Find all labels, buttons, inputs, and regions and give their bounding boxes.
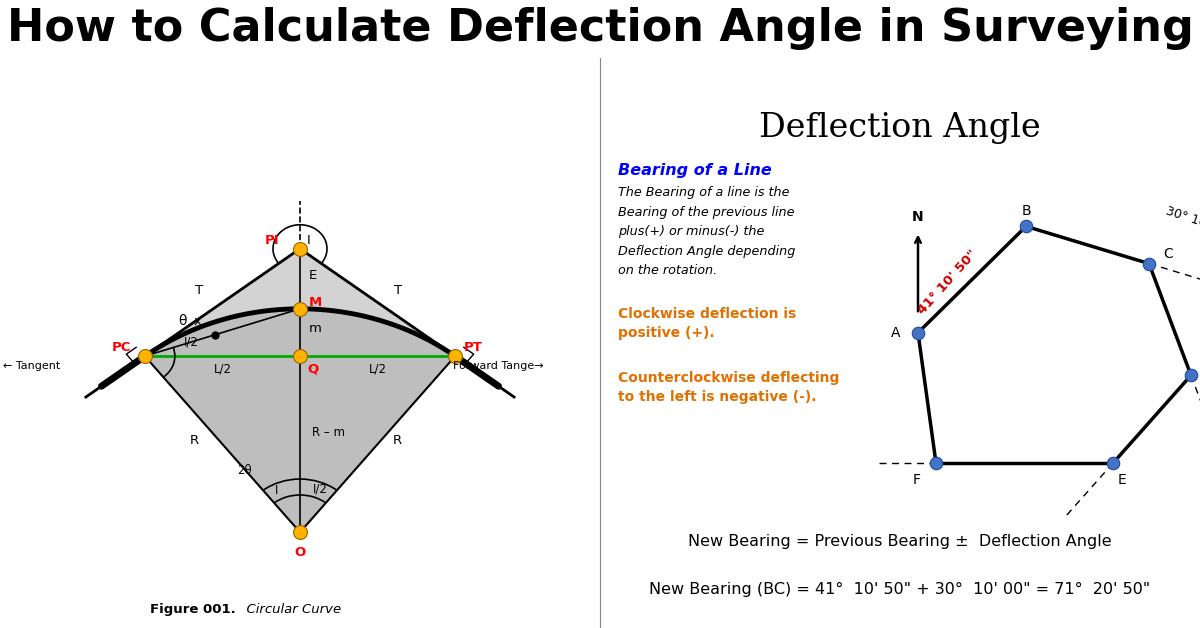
Text: T: T	[196, 284, 204, 298]
Text: R: R	[392, 434, 402, 447]
Text: Clockwise deflection is
positive (+).: Clockwise deflection is positive (+).	[618, 307, 797, 340]
Text: Deflection Angle Formula | Methods of  Setting Out of Curve by DA | Measurement: Deflection Angle Formula | Methods of Se…	[214, 68, 986, 86]
Text: L/2: L/2	[214, 362, 232, 375]
Text: L/2: L/2	[368, 362, 386, 375]
Text: m: m	[310, 323, 322, 335]
Text: C: C	[1163, 247, 1174, 261]
Text: N: N	[912, 210, 924, 224]
Text: I/2: I/2	[184, 335, 199, 349]
Text: PC: PC	[112, 341, 131, 354]
Text: The Bearing of a line is the
Bearing of the previous line
plus(+) or minus(-) th: The Bearing of a line is the Bearing of …	[618, 186, 796, 277]
Text: 41° 10' 50": 41° 10' 50"	[916, 247, 980, 317]
Text: Q: Q	[307, 362, 318, 375]
Text: E: E	[310, 269, 317, 282]
Text: Bearing of a Line: Bearing of a Line	[618, 163, 772, 178]
Text: Deflection Angle: Deflection Angle	[760, 112, 1040, 144]
Text: Figure 001.: Figure 001.	[150, 603, 235, 616]
Text: M: M	[310, 296, 323, 309]
Text: How to Calculate Deflection Angle in Surveying: How to Calculate Deflection Angle in Sur…	[6, 8, 1194, 50]
Text: T: T	[395, 284, 402, 298]
Text: New Bearing = Previous Bearing ±  Deflection Angle: New Bearing = Previous Bearing ± Deflect…	[688, 534, 1112, 550]
Polygon shape	[145, 249, 455, 356]
Text: E: E	[1117, 473, 1127, 487]
Polygon shape	[145, 309, 455, 533]
Text: New Bearing (BC) = 41°  10' 50" + 30°  10' 00" = 71°  20' 50": New Bearing (BC) = 41° 10' 50" + 30° 10'…	[649, 582, 1151, 597]
Text: F: F	[913, 473, 920, 487]
Text: PI: PI	[264, 234, 278, 247]
Text: A: A	[890, 326, 900, 340]
Text: B: B	[1021, 205, 1031, 219]
Text: 30° 10' 00": 30° 10' 00"	[1164, 205, 1200, 239]
Text: θ: θ	[178, 314, 186, 328]
Text: ← Tangent: ← Tangent	[2, 362, 60, 372]
Text: Circular Curve: Circular Curve	[239, 603, 341, 616]
Text: I: I	[275, 484, 278, 497]
Text: Counterclockwise deflecting
to the left is negative (-).: Counterclockwise deflecting to the left …	[618, 371, 839, 404]
Text: x: x	[193, 315, 202, 328]
Text: PT: PT	[464, 341, 484, 354]
Text: 2θ: 2θ	[238, 463, 252, 477]
Text: O: O	[294, 546, 306, 559]
Text: I/2: I/2	[313, 482, 328, 495]
Text: Forward Tange→: Forward Tange→	[454, 362, 544, 372]
Text: R: R	[190, 434, 198, 447]
Text: R – m: R – m	[312, 426, 346, 440]
Text: I: I	[307, 234, 311, 247]
